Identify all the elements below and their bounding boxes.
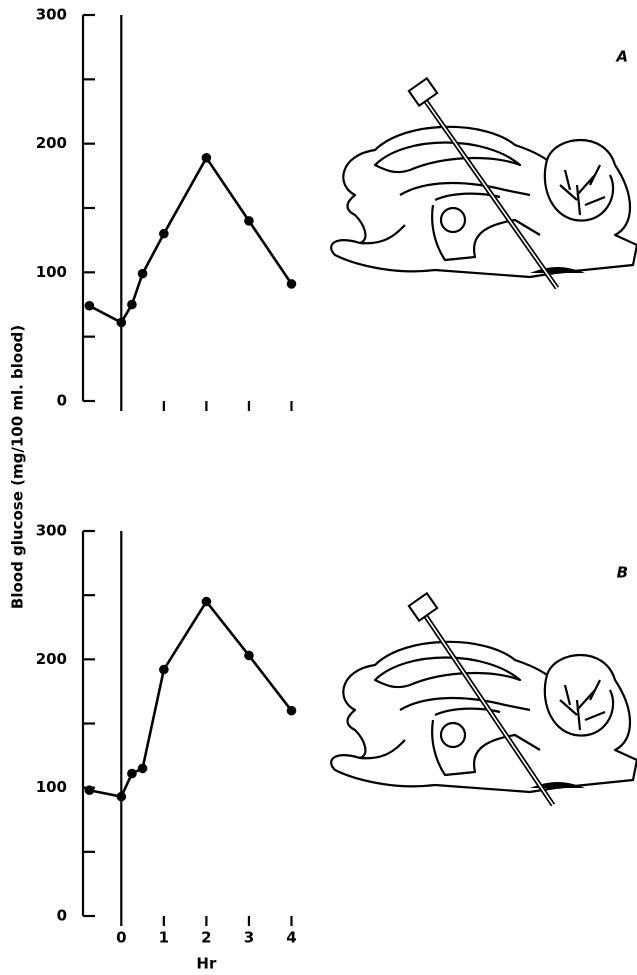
data-point [127,299,137,310]
y-axis-label: Blood glucose (mg/100 ml. blood) [9,325,27,609]
data-line [88,155,293,325]
y-tick-label: 300 [36,522,67,540]
x-tick-label: 3 [244,929,254,947]
brain-diagram [330,76,637,290]
y-tick-label: 100 [36,778,67,796]
data-point [201,596,212,607]
y-tick-label: 0 [57,392,67,410]
x-tick-label: 4 [286,929,296,947]
data-point [244,216,254,226]
data-point [159,664,169,675]
data-point [116,317,127,328]
x-tick-label: 2 [201,929,211,947]
x-tick-label: 1 [159,929,169,947]
data-point [116,791,127,802]
data-point [244,650,254,661]
y-tick-label: 200 [36,650,67,668]
data-point [159,228,169,239]
x-tick-label: 0 [116,929,126,947]
data-point [286,279,297,289]
panel-label: A [615,48,628,66]
y-tick-label: 300 [36,6,67,24]
data-point [137,268,148,279]
data-point [84,785,95,796]
y-tick-label: 0 [57,907,67,925]
y-tick-label: 100 [36,263,67,281]
panel-label: B [617,564,628,582]
y-tick-label: 200 [36,134,67,152]
brain-diagram [330,591,637,807]
data-point [201,153,212,163]
x-axis-label: Hr [196,955,217,973]
data-point [286,705,297,716]
data-point [137,763,148,774]
data-point [84,300,95,311]
data-point [127,768,137,779]
data-line [89,599,293,799]
